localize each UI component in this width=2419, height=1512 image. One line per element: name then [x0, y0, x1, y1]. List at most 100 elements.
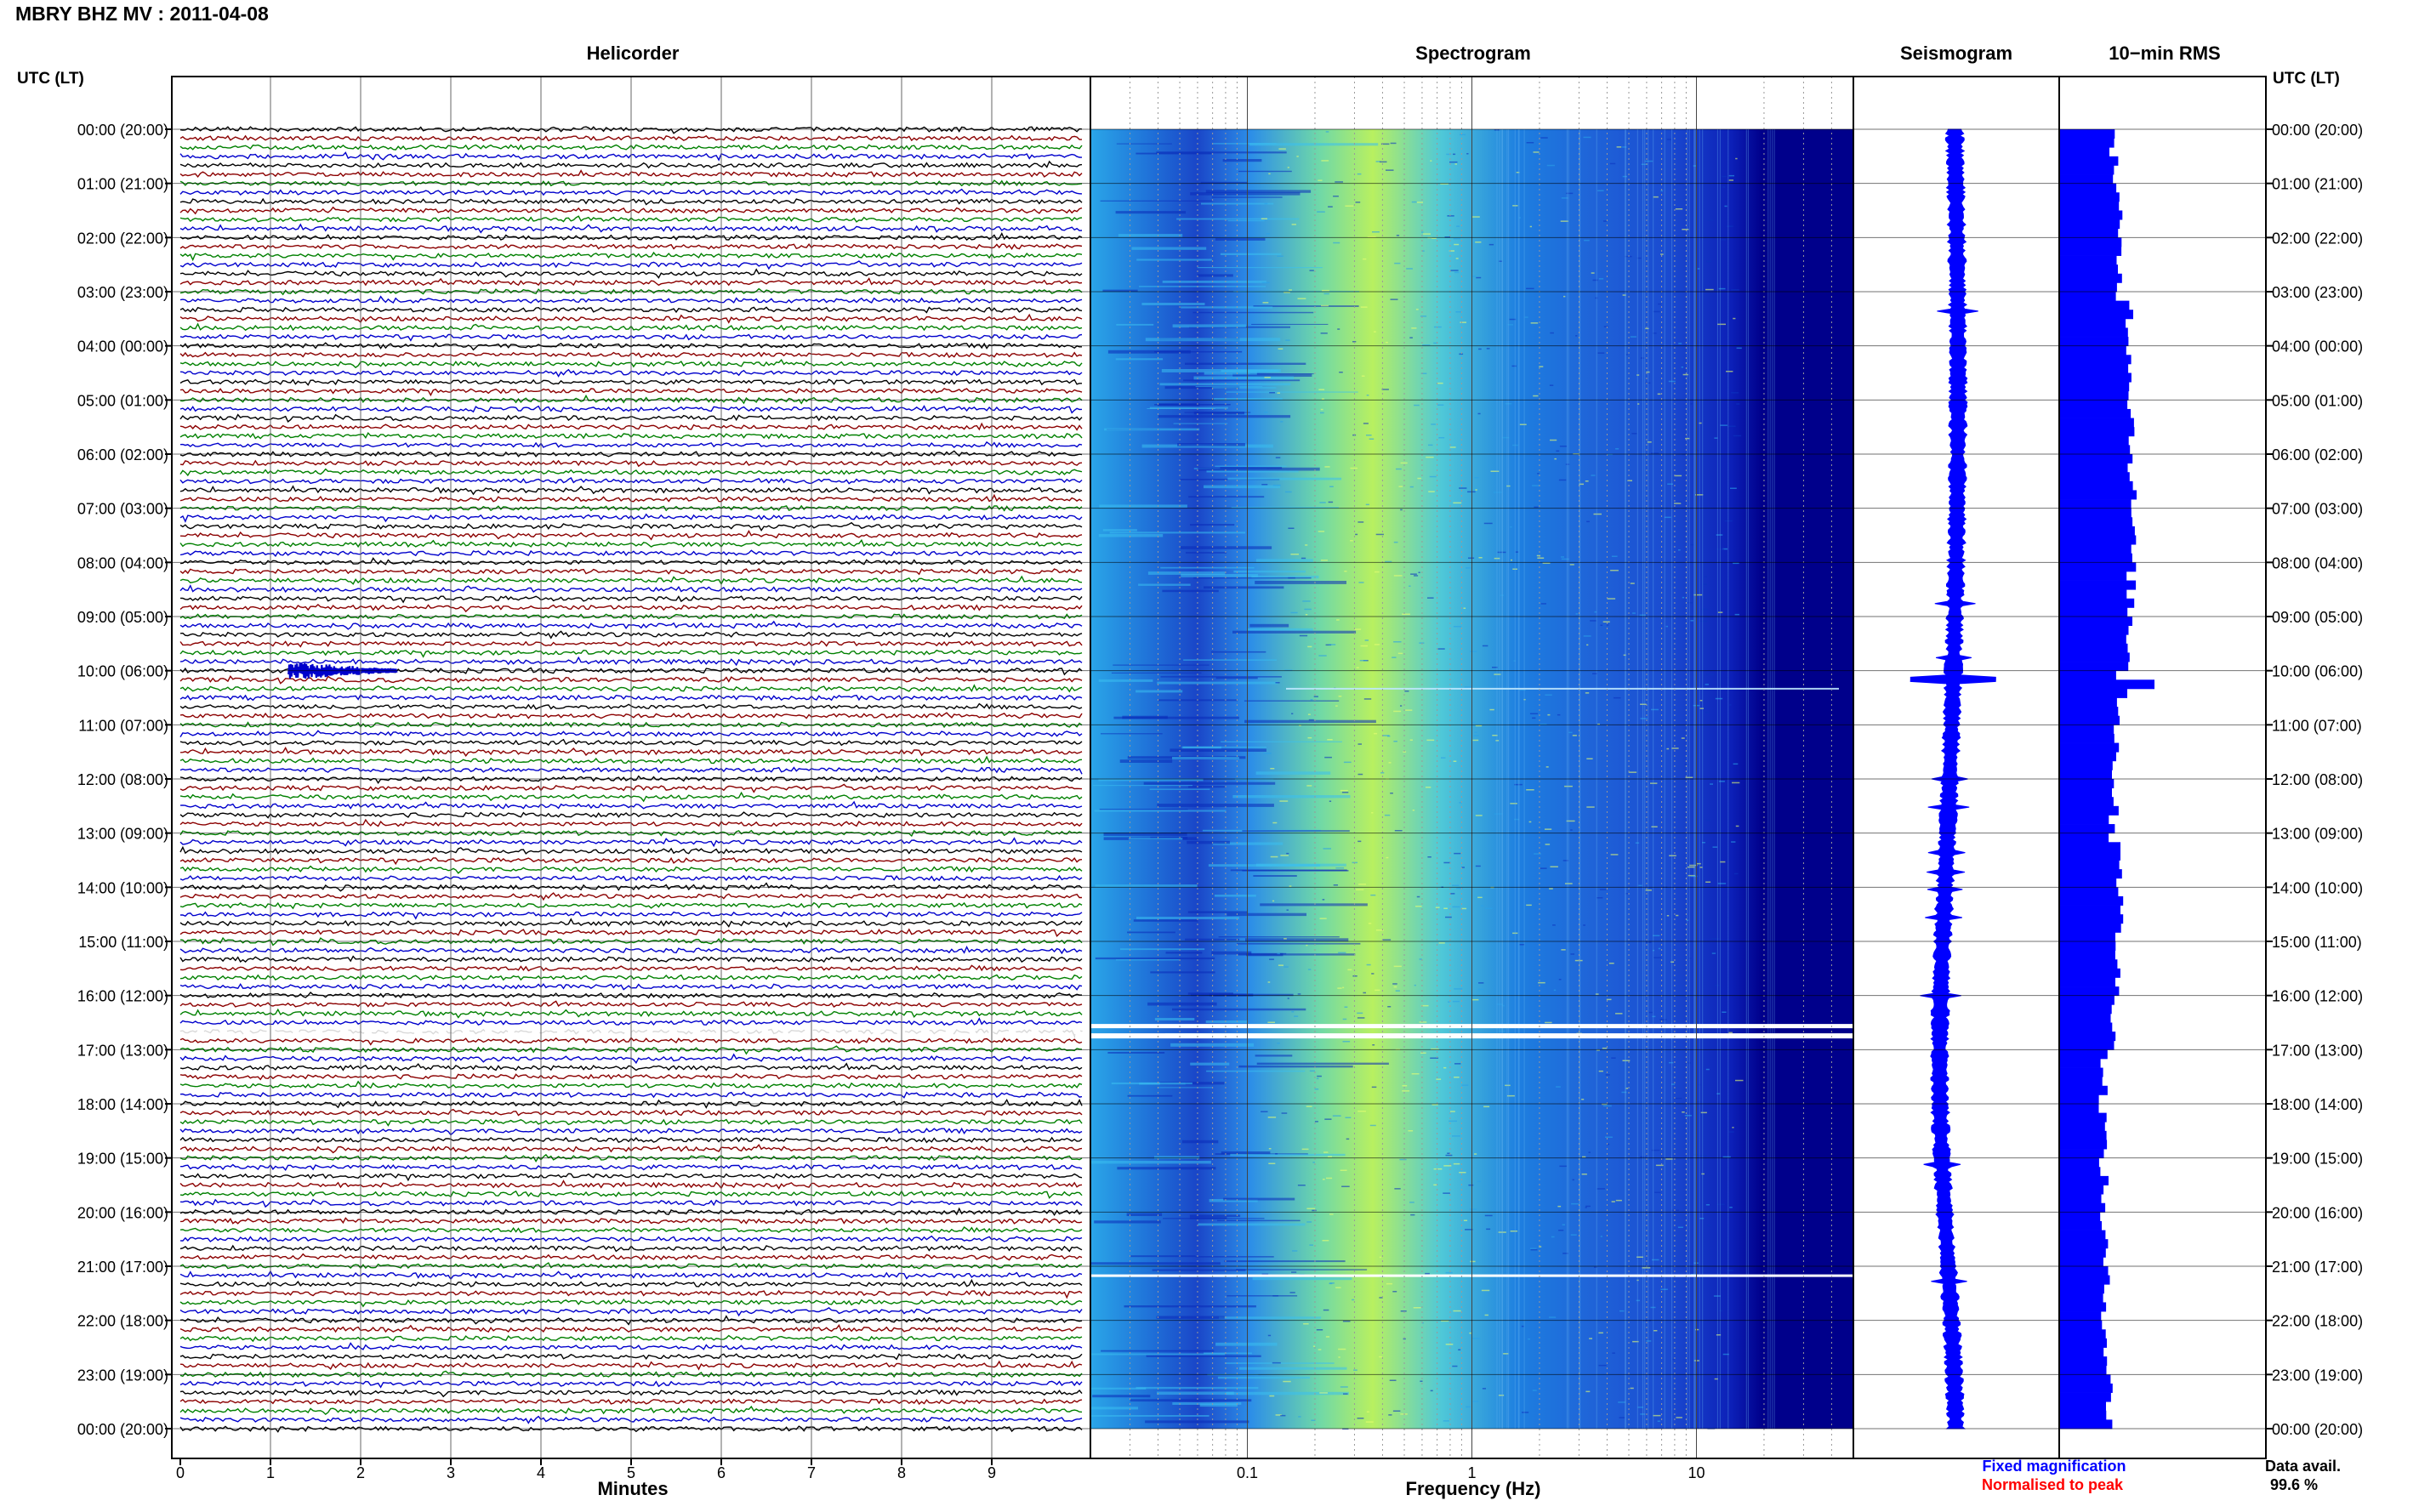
spectrogram-speckle [1523, 698, 1526, 701]
spectrogram-speckle [1540, 137, 1548, 139]
data-availability-label: Data avail. [2265, 1458, 2341, 1475]
spectrogram-speckle [1653, 1330, 1658, 1332]
spectrogram-speckle [1350, 467, 1357, 469]
spectrogram-streak [1115, 211, 1187, 214]
spectrogram-speckle [1729, 704, 1732, 706]
spectrogram-speckle [1716, 1334, 1722, 1336]
spectrogram-speckle [1506, 1094, 1515, 1097]
spectrogram-speckle [1453, 626, 1461, 628]
spectrogram-speckle [1420, 372, 1427, 374]
spectrogram-speckle [1549, 888, 1553, 890]
spectrogram-speckle [1320, 333, 1328, 334]
minute-tick-label: 3 [447, 1464, 455, 1481]
rms-bar [2059, 237, 2122, 247]
spectrogram-speckle [1316, 1329, 1323, 1331]
spectrogram-speckle [1605, 1136, 1613, 1138]
spectrogram-streak [1128, 838, 1183, 840]
spectrogram-speckle [1322, 1240, 1329, 1242]
spectrogram-speckle [1684, 1115, 1692, 1117]
spectrogram-speckle [1279, 952, 1287, 955]
spectrogram-speckle [1645, 382, 1651, 384]
spectrogram-speckle [1730, 487, 1737, 489]
spectrogram-speckle [1269, 1395, 1275, 1397]
spectrogram-speckle [1690, 543, 1694, 546]
spectrogram-speckle [1280, 855, 1289, 856]
spectrogram-speckle [1562, 860, 1569, 861]
spectrogram-speckle [1657, 393, 1661, 395]
spectrogram-speckle [1492, 735, 1498, 736]
spectrogram-speckle [1333, 196, 1339, 197]
spectrogram-speckle [1695, 450, 1699, 452]
spectrogram-streak [1104, 428, 1200, 431]
spectrogram-speckle [1357, 840, 1362, 843]
spectrogram-speckle [1722, 1156, 1731, 1158]
spectrogram-speckle [1671, 961, 1675, 963]
spectrogram-speckle [1352, 341, 1357, 343]
spectrogram-speckle [1375, 989, 1380, 992]
spectrogram-speckle [1366, 395, 1369, 396]
spectrogram-speckle [1545, 828, 1552, 830]
rms-bar [2059, 490, 2137, 500]
spectrogram-speckle [1291, 224, 1296, 225]
spectrogram-speckle [1332, 1115, 1341, 1117]
spectrogram-speckle [1546, 164, 1555, 167]
spectrogram-streak [1193, 412, 1244, 415]
spectrogram-speckle [1512, 205, 1518, 207]
rms-bar [2059, 345, 2126, 355]
spectrogram-speckle [1453, 1162, 1460, 1165]
utc-label-left: UTC (LT) [17, 70, 84, 88]
spectrogram-speckle [1409, 337, 1413, 338]
spectrogram-streak [1181, 546, 1272, 549]
spectrogram-speckle [1261, 484, 1268, 486]
spectrogram-speckle [1701, 608, 1709, 611]
spectrogram-streak [1172, 1008, 1306, 1011]
spectrogram-speckle [1338, 1356, 1340, 1358]
spectrogram-speckle [1268, 1148, 1272, 1150]
spectrogram-speckle [1550, 866, 1558, 867]
spectrogram-speckle [1453, 1310, 1461, 1312]
spectrogram-speckle [1646, 371, 1650, 373]
spectrogram-speckle [1414, 984, 1416, 986]
spectrogram-streak [1090, 1387, 1147, 1390]
spectrogram-speckle [1591, 272, 1595, 274]
spectrogram-speckle [1283, 966, 1289, 968]
spectrogram-streak [1201, 202, 1274, 205]
spectrogram-speckle [1665, 1158, 1673, 1160]
spectrogram-speckle [1473, 735, 1479, 736]
spectrogram-speckle [1735, 157, 1738, 160]
spectrogram-speckle [1734, 873, 1739, 875]
spectrogram-speckle [1547, 713, 1551, 716]
spectrogram-speckle [1568, 731, 1573, 734]
spectrogram-speckle [1640, 1156, 1647, 1158]
time-label-left: 07:00 (03:00) [77, 501, 168, 518]
spectrogram-speckle [1328, 501, 1334, 503]
spectrogram-speckle [1707, 219, 1714, 221]
rms-bar [2059, 869, 2122, 879]
spectrogram-speckle [1477, 988, 1484, 991]
spectrogram-speckle [1561, 556, 1564, 558]
spectrogram-speckle [1540, 723, 1547, 725]
spectrogram-speckle [1395, 990, 1400, 992]
spectrogram-speckle [1288, 577, 1295, 579]
spectrogram-speckle [1307, 736, 1312, 739]
spectrogram-speckle [1469, 1208, 1477, 1210]
spectrogram-streak [1249, 143, 1379, 146]
spectrogram-streak [1247, 628, 1313, 631]
spectrogram-speckle [1347, 969, 1352, 971]
spectrogram-speckle [1333, 884, 1338, 886]
minute-tick-label: 7 [807, 1464, 816, 1481]
spectrogram-speckle [1483, 1106, 1490, 1108]
spectrogram-streak [1204, 485, 1281, 489]
spectrogram-speckle [1414, 404, 1420, 406]
spectrogram-speckle [1728, 1131, 1734, 1133]
spectrogram-speckle [1454, 271, 1460, 274]
time-label-left: 08:00 (04:00) [77, 554, 168, 571]
grid-lines [172, 77, 2266, 1458]
spectrogram-speckle [1390, 793, 1393, 794]
spectrogram-speckle [1674, 503, 1682, 504]
spectrogram-streak [1149, 788, 1210, 790]
spectrogram-speckle [1358, 884, 1367, 885]
spectrogram-speckle [1653, 1414, 1661, 1417]
spectrogram-speckle [1337, 987, 1342, 989]
spectrogram-speckle [1586, 644, 1589, 646]
